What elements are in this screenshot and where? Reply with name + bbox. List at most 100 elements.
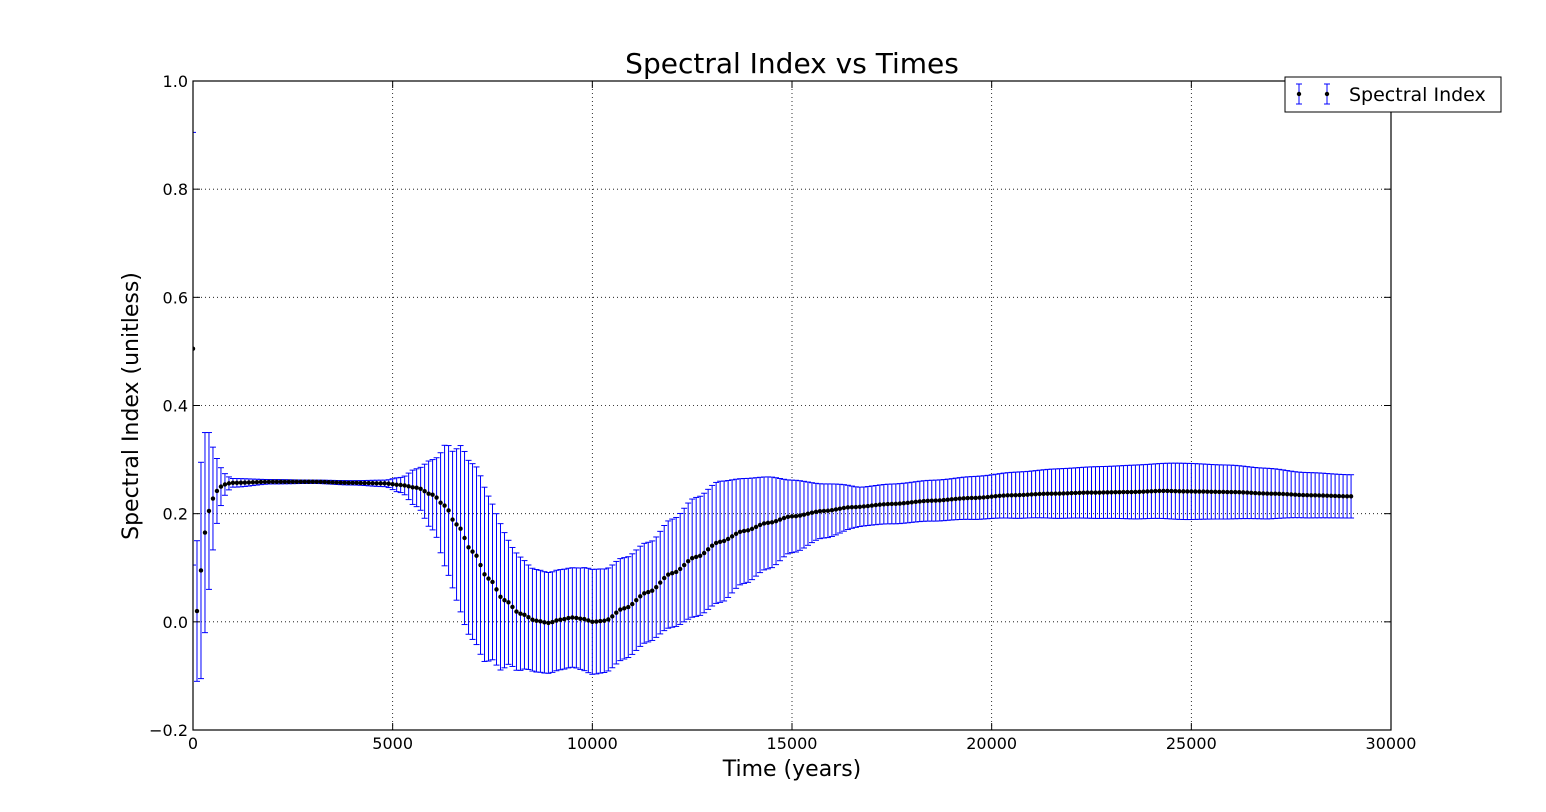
data-point	[1320, 493, 1326, 498]
data-point	[877, 502, 883, 507]
data-point	[266, 479, 272, 484]
data-point	[258, 479, 264, 485]
data-point	[610, 614, 615, 619]
data-point	[757, 522, 763, 528]
data-point	[933, 498, 938, 503]
data-point	[362, 480, 367, 486]
data-point	[1065, 491, 1070, 496]
data-point	[741, 528, 747, 534]
data-point	[1153, 488, 1158, 494]
data-point	[957, 496, 962, 501]
data-point	[518, 611, 523, 616]
data-point	[314, 479, 319, 484]
data-point	[817, 508, 823, 514]
data-point	[1121, 489, 1126, 495]
legend-marker-icon	[1296, 83, 1330, 105]
data-point	[945, 497, 950, 502]
data-point	[989, 494, 994, 499]
data-point	[973, 495, 978, 501]
legend-box	[1284, 76, 1502, 113]
x-tick-label: 5000	[372, 734, 413, 753]
data-point	[566, 615, 571, 621]
x-axis-label: Time (years)	[722, 757, 862, 782]
data-point	[498, 594, 503, 600]
data-point	[622, 606, 627, 611]
data-point	[234, 480, 240, 486]
data-point	[1093, 490, 1098, 495]
data-point	[1169, 488, 1174, 494]
data-point	[1105, 490, 1110, 495]
data-point	[981, 495, 986, 500]
data-point	[454, 522, 459, 527]
data-point	[262, 479, 268, 485]
data-point	[1021, 492, 1026, 498]
data-point	[1177, 489, 1182, 494]
data-point	[642, 591, 647, 596]
data-point	[1292, 492, 1298, 497]
plot-area	[193, 131, 1355, 682]
data-point	[658, 580, 663, 585]
data-point	[737, 529, 743, 534]
data-point	[366, 480, 371, 486]
data-point	[1269, 491, 1274, 496]
data-point	[490, 579, 495, 585]
data-point	[598, 618, 603, 624]
data-point	[1261, 491, 1266, 496]
data-point	[1193, 489, 1198, 494]
y-tick-label: −0.2	[149, 721, 188, 740]
data-point	[466, 545, 471, 550]
data-point	[873, 502, 879, 508]
data-point	[646, 589, 651, 595]
data-point	[478, 562, 483, 568]
data-point	[194, 608, 200, 614]
data-point	[418, 486, 423, 492]
y-axis: −0.2 0.0 0.2 0.4 0.6 0.8 1.0	[149, 72, 1391, 740]
data-point	[506, 600, 511, 605]
data-point	[238, 480, 244, 485]
data-point	[965, 495, 970, 501]
data-point	[594, 619, 599, 624]
data-point	[1069, 490, 1074, 496]
data-point	[1033, 492, 1038, 497]
data-point	[614, 610, 619, 615]
data-point	[1125, 489, 1130, 495]
data-point	[885, 501, 891, 507]
data-point	[450, 517, 455, 522]
data-point	[937, 498, 942, 503]
data-point	[861, 504, 867, 509]
data-point	[785, 514, 791, 520]
data-point	[781, 515, 787, 521]
data-point	[925, 498, 930, 503]
y-tick-label: 0.8	[163, 180, 188, 199]
data-point	[558, 617, 563, 622]
data-point	[913, 499, 918, 505]
data-point	[350, 480, 355, 486]
data-point	[897, 501, 903, 506]
data-point	[638, 594, 643, 599]
data-point	[821, 508, 827, 514]
data-point	[681, 562, 687, 568]
data-point	[917, 499, 922, 504]
data-point	[1237, 490, 1242, 495]
data-point	[482, 572, 487, 577]
data-point	[246, 480, 252, 485]
data-point	[562, 616, 567, 622]
data-point	[1340, 494, 1346, 499]
data-point	[1077, 490, 1082, 496]
data-point	[685, 558, 691, 564]
data-point	[634, 598, 639, 603]
data-point	[502, 598, 507, 603]
data-point	[765, 520, 771, 526]
data-point	[725, 536, 731, 542]
data-point	[1304, 493, 1310, 498]
data-point	[1097, 490, 1102, 495]
data-point	[1332, 493, 1338, 499]
data-point	[1181, 489, 1186, 494]
data-point	[670, 570, 675, 576]
data-point	[282, 479, 288, 484]
data-point	[1276, 491, 1282, 497]
data-point	[522, 612, 527, 618]
data-point	[1173, 488, 1178, 494]
data-point	[198, 568, 204, 573]
data-point	[298, 479, 304, 484]
